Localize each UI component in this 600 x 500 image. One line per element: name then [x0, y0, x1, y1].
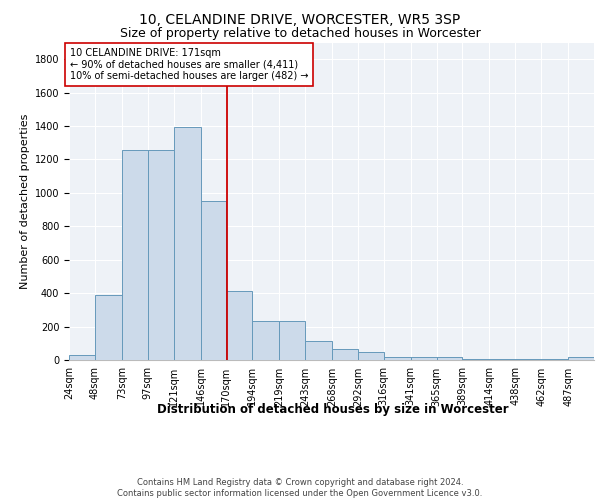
Text: 10, CELANDINE DRIVE, WORCESTER, WR5 3SP: 10, CELANDINE DRIVE, WORCESTER, WR5 3SP: [139, 12, 461, 26]
Bar: [226, 290, 252, 360]
Bar: [122, 150, 148, 360]
Text: Distribution of detached houses by size in Worcester: Distribution of detached houses by size …: [157, 402, 509, 415]
Bar: [148, 150, 173, 360]
Text: 10 CELANDINE DRIVE: 171sqm
← 90% of detached houses are smaller (4,411)
10% of s: 10 CELANDINE DRIVE: 171sqm ← 90% of deta…: [70, 48, 308, 80]
Y-axis label: Number of detached properties: Number of detached properties: [20, 114, 31, 289]
Bar: [252, 320, 279, 360]
Bar: [69, 355, 95, 360]
Bar: [384, 357, 411, 360]
Bar: [411, 357, 437, 360]
Bar: [95, 295, 122, 360]
Bar: [305, 341, 332, 360]
Bar: [200, 201, 226, 360]
Bar: [173, 127, 200, 360]
Bar: [437, 357, 463, 360]
Bar: [332, 348, 358, 360]
Bar: [279, 320, 305, 360]
Bar: [358, 352, 384, 360]
Text: Contains HM Land Registry data © Crown copyright and database right 2024.
Contai: Contains HM Land Registry data © Crown c…: [118, 478, 482, 498]
Text: Size of property relative to detached houses in Worcester: Size of property relative to detached ho…: [119, 28, 481, 40]
Bar: [568, 357, 594, 360]
